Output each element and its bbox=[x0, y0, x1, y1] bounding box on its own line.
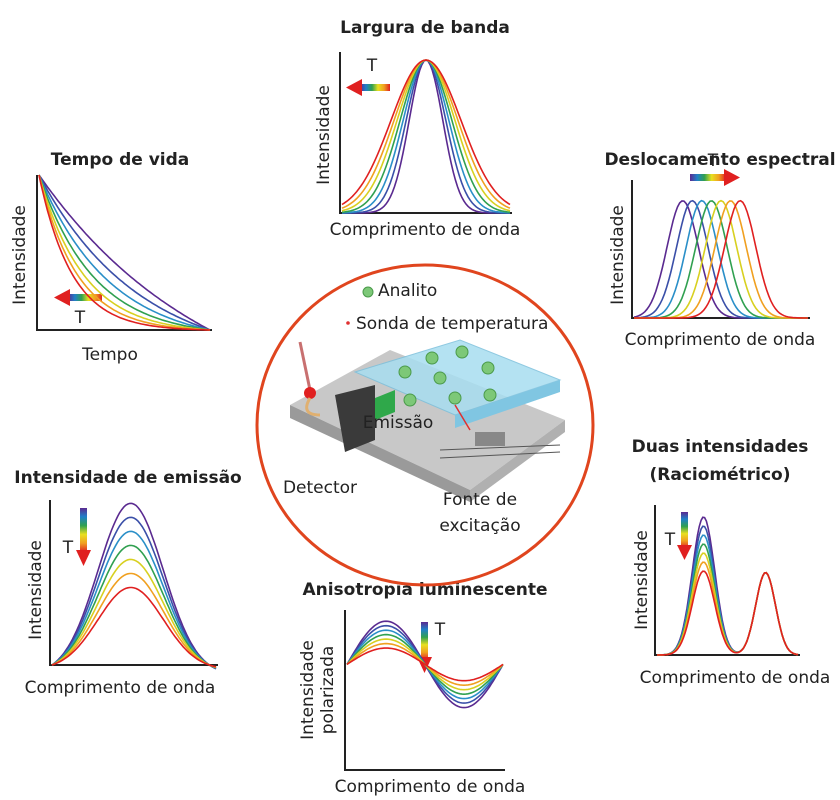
y-label: polarizada bbox=[318, 646, 338, 735]
curve bbox=[342, 59, 510, 214]
center-frame bbox=[255, 263, 595, 587]
arrow-label: T bbox=[434, 620, 446, 640]
panel-title: (Raciométrico) bbox=[649, 465, 790, 485]
curve bbox=[51, 586, 217, 668]
curve bbox=[341, 59, 511, 209]
arrow-label: T bbox=[62, 538, 74, 558]
x-label: Tempo bbox=[81, 345, 138, 365]
y-label: Intensidade bbox=[608, 205, 628, 305]
panel-title: Tempo de vida bbox=[51, 150, 190, 170]
panel-title: Anisotropia luminescente bbox=[302, 580, 547, 600]
device bbox=[290, 286, 565, 502]
axes bbox=[49, 500, 218, 666]
curve bbox=[38, 174, 211, 331]
y-label: Intensidade bbox=[632, 530, 652, 630]
temperature-arrow bbox=[417, 622, 432, 673]
y-label: Intensidade bbox=[26, 540, 46, 640]
device-label: Detector bbox=[283, 478, 357, 498]
legend-label: Sonda de temperatura bbox=[356, 314, 548, 334]
device-label: excitação bbox=[439, 516, 520, 536]
curve bbox=[51, 502, 217, 670]
panel-title: Duas intensidades bbox=[632, 437, 809, 457]
curve bbox=[341, 59, 511, 206]
x-label: Comprimento de onda bbox=[330, 220, 521, 240]
arrow-label: T bbox=[366, 56, 378, 76]
legend-label: Analito bbox=[378, 281, 437, 301]
panel-title: Deslocamento espectral bbox=[604, 150, 835, 170]
curve bbox=[51, 530, 217, 669]
curve bbox=[38, 174, 211, 331]
curve bbox=[38, 174, 211, 331]
arrow-label: T bbox=[707, 151, 719, 171]
curve bbox=[38, 174, 211, 331]
curve bbox=[341, 59, 511, 213]
axes bbox=[36, 175, 212, 331]
x-label: Comprimento de onda bbox=[335, 777, 526, 797]
curve bbox=[342, 59, 510, 214]
curve bbox=[51, 544, 217, 669]
temperature-arrow bbox=[54, 289, 102, 306]
curve bbox=[657, 570, 799, 656]
curve bbox=[38, 174, 211, 331]
panel-title: Intensidade de emissão bbox=[14, 468, 241, 488]
y-label: Intensidade bbox=[314, 85, 334, 185]
device-label: Emissão bbox=[363, 413, 434, 433]
axes bbox=[339, 52, 512, 214]
x-label: Comprimento de onda bbox=[25, 678, 216, 698]
curve bbox=[342, 59, 510, 214]
curve bbox=[346, 647, 504, 682]
axes bbox=[344, 610, 505, 771]
device-label: Fonte de bbox=[443, 490, 517, 510]
arrow-label: T bbox=[664, 530, 676, 550]
x-label: Comprimento de onda bbox=[625, 330, 816, 350]
curve bbox=[634, 199, 808, 319]
curve bbox=[51, 572, 217, 668]
curve bbox=[656, 516, 799, 656]
curve bbox=[51, 516, 217, 670]
curve bbox=[38, 174, 211, 331]
curves bbox=[36, 52, 810, 771]
panel-title: Largura de banda bbox=[340, 18, 510, 38]
curve bbox=[38, 174, 211, 331]
temperature-arrow bbox=[76, 508, 91, 566]
arrow-label: T bbox=[74, 308, 86, 328]
y-label: Intensidade bbox=[298, 640, 318, 740]
curve bbox=[657, 534, 799, 656]
curve bbox=[51, 558, 217, 669]
curve bbox=[341, 59, 511, 212]
y-label: Intensidade bbox=[10, 205, 30, 305]
temperature-arrow bbox=[346, 79, 390, 96]
temperature-arrow bbox=[690, 169, 740, 186]
temperature-arrow bbox=[677, 512, 692, 560]
axes bbox=[654, 505, 800, 656]
x-label: Comprimento de onda bbox=[640, 668, 831, 688]
